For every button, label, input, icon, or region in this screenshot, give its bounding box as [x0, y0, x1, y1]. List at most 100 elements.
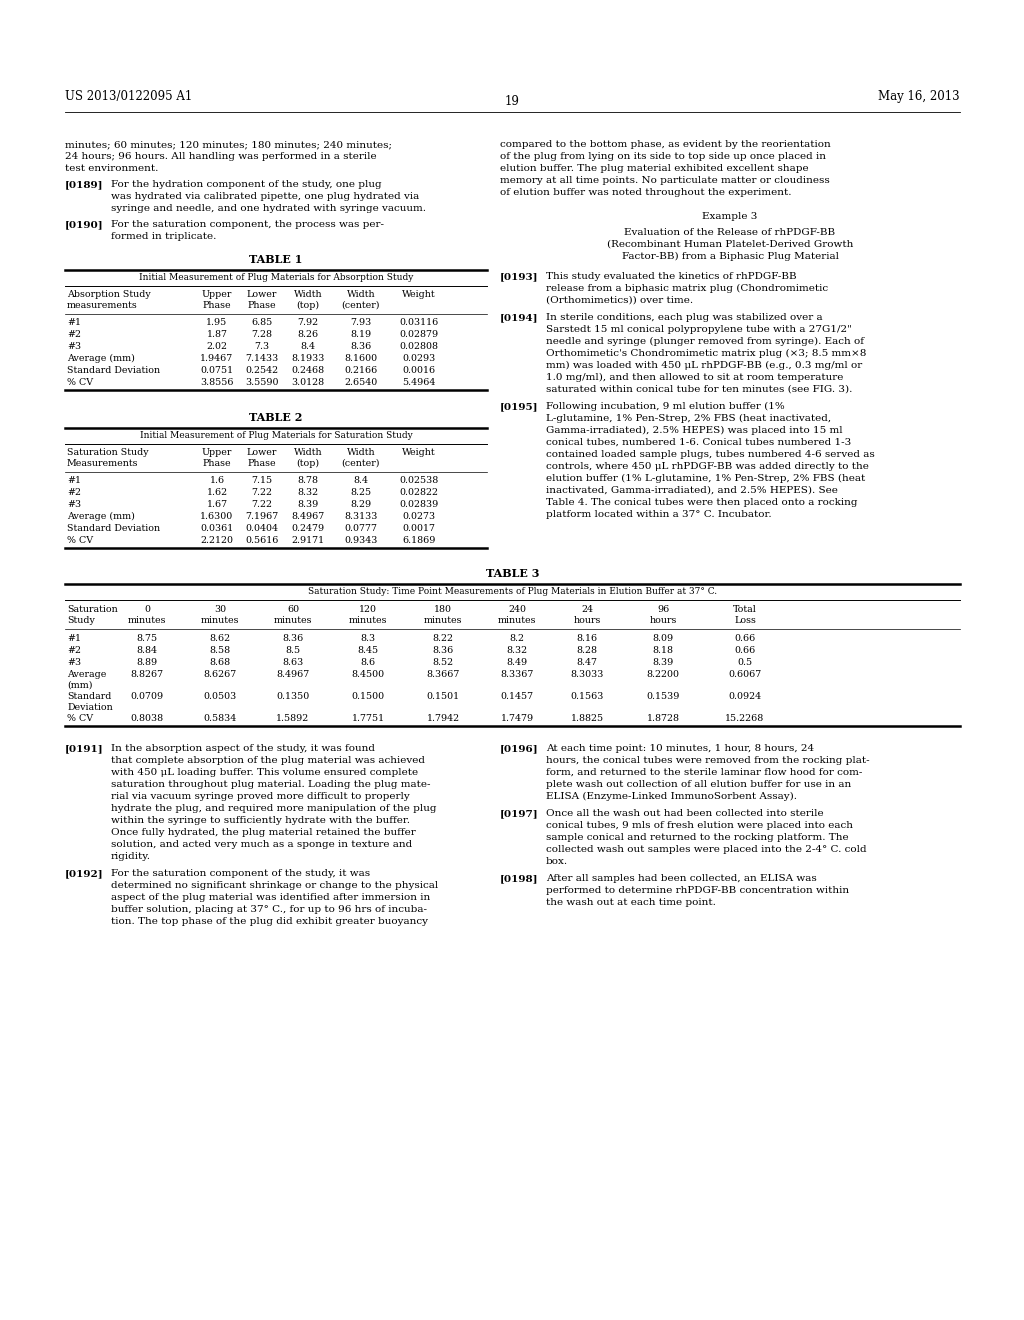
Text: 8.3: 8.3 [360, 634, 376, 643]
Text: test environment.: test environment. [65, 164, 159, 173]
Text: (top): (top) [296, 301, 319, 310]
Text: 2.2120: 2.2120 [201, 536, 233, 545]
Text: was hydrated via calibrated pipette, one plug hydrated via: was hydrated via calibrated pipette, one… [111, 191, 419, 201]
Text: collected wash out samples were placed into the 2-4° C. cold: collected wash out samples were placed i… [546, 845, 866, 854]
Text: hydrate the plug, and required more manipulation of the plug: hydrate the plug, and required more mani… [111, 804, 436, 813]
Text: 0.1563: 0.1563 [570, 692, 604, 701]
Text: For the saturation component, the process was per-: For the saturation component, the proces… [111, 220, 384, 228]
Text: 0.0017: 0.0017 [402, 524, 435, 533]
Text: 0.9343: 0.9343 [344, 536, 378, 545]
Text: 7.93: 7.93 [350, 318, 372, 327]
Text: 1.62: 1.62 [207, 488, 227, 498]
Text: Study: Study [67, 616, 95, 624]
Text: 8.3367: 8.3367 [501, 671, 534, 678]
Text: 0.0777: 0.0777 [344, 524, 378, 533]
Text: 1.7942: 1.7942 [426, 714, 460, 723]
Text: 0.0293: 0.0293 [402, 354, 435, 363]
Text: 8.22: 8.22 [432, 634, 454, 643]
Text: Following incubation, 9 ml elution buffer (1%: Following incubation, 9 ml elution buffe… [546, 403, 784, 411]
Text: 8.6267: 8.6267 [204, 671, 237, 678]
Text: [0197]: [0197] [500, 809, 539, 818]
Text: 7.28: 7.28 [252, 330, 272, 339]
Text: conical tubes, 9 mls of fresh elution were placed into each: conical tubes, 9 mls of fresh elution we… [546, 821, 853, 830]
Text: (Recombinant Human Platelet-Derived Growth: (Recombinant Human Platelet-Derived Grow… [607, 240, 853, 249]
Text: 2.9171: 2.9171 [292, 536, 325, 545]
Text: 8.63: 8.63 [283, 657, 304, 667]
Text: Standard Deviation: Standard Deviation [67, 366, 160, 375]
Text: (Orthomimetics)) over time.: (Orthomimetics)) over time. [546, 296, 693, 305]
Text: Orthomimetic's Chondromimetic matrix plug (×3; 8.5 mm×8: Orthomimetic's Chondromimetic matrix plu… [546, 348, 866, 358]
Text: 8.52: 8.52 [432, 657, 454, 667]
Text: Absorption Study: Absorption Study [67, 290, 151, 300]
Text: [0191]: [0191] [65, 744, 103, 752]
Text: #2: #2 [67, 330, 81, 339]
Text: 60: 60 [287, 605, 299, 614]
Text: 8.4967: 8.4967 [292, 512, 325, 521]
Text: 0.0709: 0.0709 [130, 692, 164, 701]
Text: 0.02879: 0.02879 [399, 330, 438, 339]
Text: 0.1350: 0.1350 [276, 692, 309, 701]
Text: 8.8267: 8.8267 [130, 671, 164, 678]
Text: 8.19: 8.19 [350, 330, 372, 339]
Text: After all samples had been collected, an ELISA was: After all samples had been collected, an… [546, 874, 817, 883]
Text: hours: hours [649, 616, 677, 624]
Text: [0194]: [0194] [500, 313, 539, 322]
Text: rial via vacuum syringe proved more difficult to properly: rial via vacuum syringe proved more diff… [111, 792, 410, 801]
Text: Standard Deviation: Standard Deviation [67, 524, 160, 533]
Text: Table 4. The conical tubes were then placed onto a rocking: Table 4. The conical tubes were then pla… [546, 498, 857, 507]
Text: 24: 24 [581, 605, 593, 614]
Text: Weight: Weight [402, 290, 436, 300]
Text: 1.8825: 1.8825 [570, 714, 603, 723]
Text: This study evaluated the kinetics of rhPDGF-BB: This study evaluated the kinetics of rhP… [546, 272, 797, 281]
Text: buffer solution, placing at 37° C., for up to 96 hrs of incuba-: buffer solution, placing at 37° C., for … [111, 906, 427, 913]
Text: Saturation: Saturation [67, 605, 118, 614]
Text: formed in triplicate.: formed in triplicate. [111, 232, 216, 242]
Text: 2.6540: 2.6540 [344, 378, 378, 387]
Text: syringe and needle, and one hydrated with syringe vacuum.: syringe and needle, and one hydrated wit… [111, 205, 426, 213]
Text: that complete absorption of the plug material was achieved: that complete absorption of the plug mat… [111, 756, 425, 766]
Text: controls, where 450 μL rhPDGF-BB was added directly to the: controls, where 450 μL rhPDGF-BB was add… [546, 462, 869, 471]
Text: 8.89: 8.89 [136, 657, 158, 667]
Text: 1.9467: 1.9467 [201, 354, 233, 363]
Text: 8.3667: 8.3667 [426, 671, 460, 678]
Text: 0: 0 [144, 605, 150, 614]
Text: 0.2479: 0.2479 [292, 524, 325, 533]
Text: Width: Width [294, 447, 323, 457]
Text: inactivated, Gamma-irradiated), and 2.5% HEPES). See: inactivated, Gamma-irradiated), and 2.5%… [546, 486, 838, 495]
Text: 8.26: 8.26 [297, 330, 318, 339]
Text: 0.02822: 0.02822 [399, 488, 438, 498]
Text: box.: box. [546, 857, 568, 866]
Text: 1.95: 1.95 [207, 318, 227, 327]
Text: Average (mm): Average (mm) [67, 354, 135, 363]
Text: 0.5616: 0.5616 [246, 536, 279, 545]
Text: contained loaded sample plugs, tubes numbered 4-6 served as: contained loaded sample plugs, tubes num… [546, 450, 874, 459]
Text: Loss: Loss [734, 616, 756, 624]
Text: 0.03116: 0.03116 [399, 318, 438, 327]
Text: Sarstedt 15 ml conical polypropylene tube with a 27G1/2": Sarstedt 15 ml conical polypropylene tub… [546, 325, 852, 334]
Text: 7.92: 7.92 [297, 318, 318, 327]
Text: 96: 96 [656, 605, 669, 614]
Text: 0.8038: 0.8038 [130, 714, 164, 723]
Text: minutes: minutes [201, 616, 240, 624]
Text: Saturation Study: Saturation Study [67, 447, 148, 457]
Text: #2: #2 [67, 645, 81, 655]
Text: May 16, 2013: May 16, 2013 [879, 90, 961, 103]
Text: 3.5590: 3.5590 [246, 378, 279, 387]
Text: 7.22: 7.22 [252, 500, 272, 510]
Text: Weight: Weight [402, 447, 436, 457]
Text: hours, the conical tubes were removed from the rocking plat-: hours, the conical tubes were removed fr… [546, 756, 869, 766]
Text: 0.0924: 0.0924 [728, 692, 762, 701]
Text: 8.3133: 8.3133 [344, 512, 378, 521]
Text: 3.8556: 3.8556 [201, 378, 233, 387]
Text: Width: Width [347, 447, 376, 457]
Text: [0190]: [0190] [65, 220, 103, 228]
Text: determined no significant shrinkage or change to the physical: determined no significant shrinkage or c… [111, 880, 438, 890]
Text: solution, and acted very much as a sponge in texture and: solution, and acted very much as a spong… [111, 840, 413, 849]
Text: 7.3: 7.3 [254, 342, 269, 351]
Text: memory at all time points. No particulate matter or cloudiness: memory at all time points. No particulat… [500, 176, 829, 185]
Text: 24 hours; 96 hours. All handling was performed in a sterile: 24 hours; 96 hours. All handling was per… [65, 152, 377, 161]
Text: 30: 30 [214, 605, 226, 614]
Text: 0.1501: 0.1501 [426, 692, 460, 701]
Text: 180: 180 [434, 605, 452, 614]
Text: Lower: Lower [247, 447, 278, 457]
